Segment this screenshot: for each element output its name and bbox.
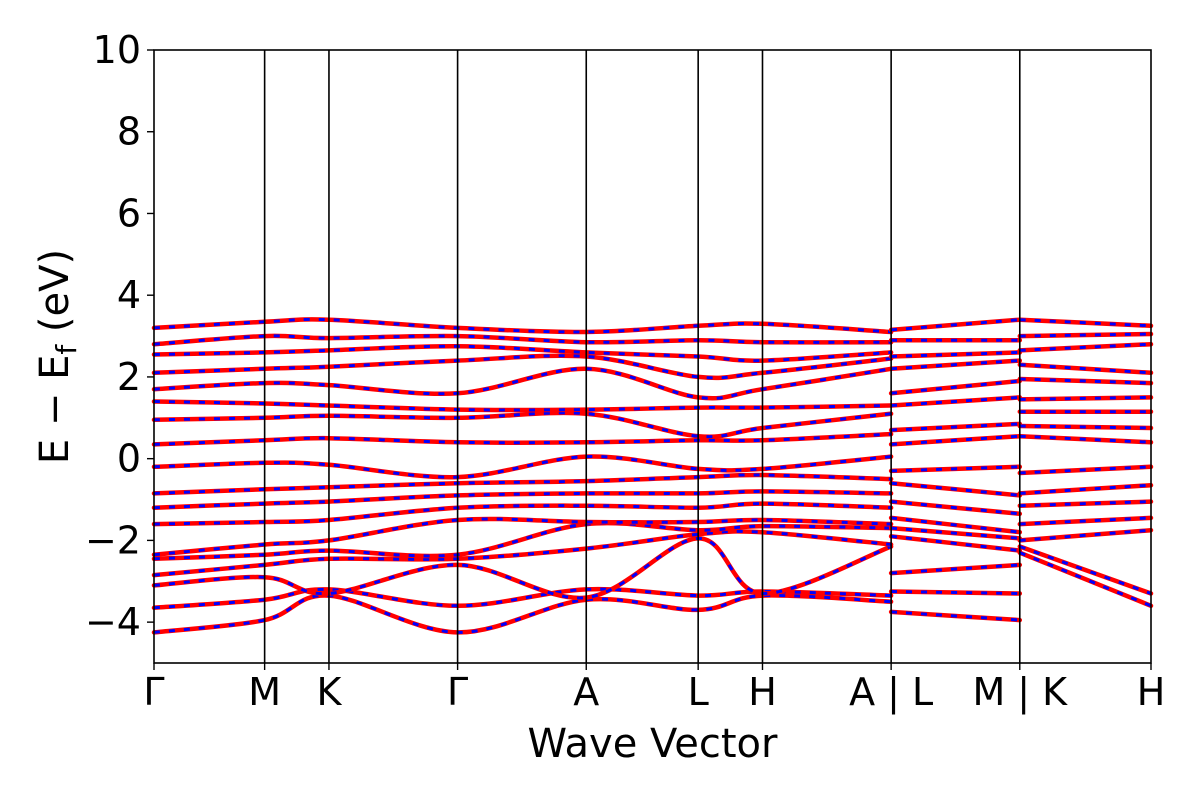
- y-tick-label: 0: [117, 437, 141, 481]
- y-tick-label: 6: [117, 191, 141, 235]
- band-line-spin-down: [890, 481, 1020, 497]
- x-axis-label: Wave Vector: [528, 721, 779, 767]
- band-line-spin-down: [890, 379, 1020, 395]
- band-line-spin-down: [891, 395, 1020, 407]
- band-line-spin-down: [1019, 363, 1152, 375]
- y-tick-label: −4: [85, 600, 141, 644]
- band-line-spin-down: [891, 359, 1020, 371]
- band-line-spin-down: [891, 434, 1020, 446]
- y-axis-label-unit: (eV): [32, 249, 78, 345]
- y-axis-label-subscript: f: [50, 344, 83, 355]
- band-line-spin-down: [1019, 424, 1152, 430]
- y-tick-label: 8: [117, 110, 141, 154]
- band-line-spin-down: [1019, 516, 1152, 526]
- band-line-spin-down: [1019, 318, 1152, 328]
- y-axis-label: E − Ef (eV): [32, 249, 83, 464]
- band-line-spin-down: [890, 318, 1020, 332]
- y-tick-label: −2: [85, 518, 141, 562]
- x-tick-label: Γ: [143, 670, 164, 714]
- x-tick-label: Γ: [447, 670, 468, 714]
- band-line-spin-down: [891, 590, 1020, 595]
- band-line-spin-down: [1019, 500, 1152, 508]
- x-tick-label: M | K: [972, 670, 1068, 715]
- x-tick-label: H: [1137, 670, 1166, 714]
- band-line-spin-down: [891, 610, 1020, 622]
- band-line-spin-down: [1019, 395, 1152, 401]
- band-line-spin-down: [153, 536, 892, 600]
- kpoint-lines-layer: [263, 50, 1021, 663]
- y-tick-label: 4: [117, 273, 141, 317]
- plot-frame: [153, 49, 1152, 664]
- y-axis-label-main: E − E: [32, 355, 78, 465]
- band-line-spin-down: [1019, 377, 1152, 385]
- band-line-spin-down: [891, 563, 1020, 575]
- band-line-spin-down: [1019, 528, 1152, 542]
- x-tick-label: L: [688, 670, 709, 714]
- bands-layer: [151, 317, 1154, 635]
- x-tick-label: A | L: [849, 670, 933, 715]
- y-tick-label: 2: [117, 355, 141, 399]
- band-line-spin-down: [890, 534, 1020, 553]
- x-tick-label: A: [573, 670, 599, 714]
- band-line-spin-down: [1019, 483, 1152, 495]
- band-line-spin-down: [891, 465, 1020, 473]
- band-line-spin-down: [890, 516, 1020, 534]
- band-line-spin-down: [1019, 342, 1152, 352]
- band-line-spin-down: [153, 593, 892, 634]
- x-tick-label: M: [248, 670, 281, 714]
- band-line-spin-down: [1019, 332, 1152, 338]
- x-tick-label: H: [748, 670, 777, 714]
- y-tick-label: 10: [93, 28, 141, 72]
- band-line-spin-down: [891, 350, 1020, 358]
- y-ticks-layer: −4 −2 0 2 4 6 8 10: [85, 28, 154, 644]
- band-line-spin-down: [891, 422, 1020, 432]
- band-line-spin-down: [890, 526, 1020, 540]
- band-line-spin-up: [1017, 544, 1154, 596]
- band-line-spin-down: [1019, 434, 1152, 444]
- band-line-spin-down: [890, 500, 1020, 516]
- band-line-spin-down: [1019, 465, 1152, 475]
- band-line-spin-up: [1017, 550, 1154, 609]
- x-tick-label: K: [316, 670, 342, 714]
